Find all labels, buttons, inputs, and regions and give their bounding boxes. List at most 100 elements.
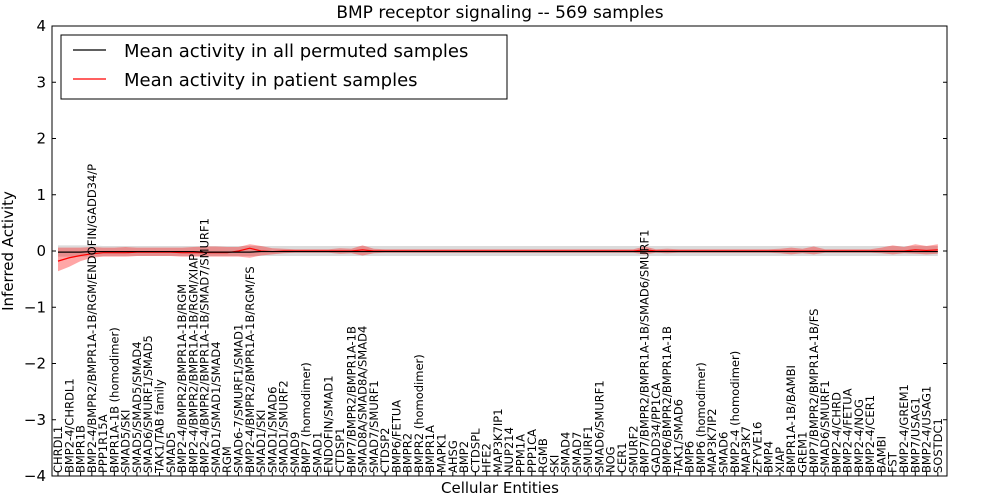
- x-category-label: BMP4: [762, 441, 776, 473]
- x-category-label: SMAD5/SMAD5/SMAD4: [130, 341, 144, 473]
- x-category-label: RGM: [220, 446, 234, 473]
- x-category-label: SMURF2: [626, 425, 640, 473]
- x-category-label: SMAD7: [570, 432, 584, 473]
- x-category-label: SMURF1: [581, 425, 595, 473]
- x-category-label: BMP2-4/BMPR2/BMPR1A-1B/SMAD7/SMURF1: [198, 218, 212, 473]
- y-tick-label: 3: [36, 73, 46, 91]
- x-category-label: PPM1A: [513, 434, 527, 473]
- x-category-label: PPP1R15A: [96, 414, 110, 473]
- x-category-label: BAMBI: [874, 436, 888, 473]
- x-category-label: BMP2-4 (homodimer): [728, 351, 742, 473]
- x-category-label: MAP3K7IP2: [705, 408, 719, 473]
- legend-label-permuted: Mean activity in all permuted samples: [124, 41, 468, 62]
- x-category-label: BMP7/BMPR2/BMPR1A-1B: [344, 326, 358, 473]
- x-category-label: BMPR1A: [423, 425, 437, 473]
- x-category-label: BMP2: [457, 441, 471, 473]
- y-axis: 4 3 2 1 0 −1 −2 −3 −4: [24, 17, 947, 485]
- x-category-label: SMAD8A/SMAD8A/SMAD4: [356, 326, 370, 473]
- x-category-label: BMP2-4/NOG: [852, 399, 866, 473]
- y-tick-label: 0: [36, 242, 46, 260]
- x-category-label: GADD34/PP1CA: [649, 383, 663, 473]
- x-category-label: SMAD4: [559, 432, 573, 473]
- x-category-label: SMAD1/SMAD1/SMAD4: [209, 341, 223, 473]
- x-category-label: SMAD6/SMURF1/SMAD5: [141, 335, 155, 473]
- x-category-label: SKI: [547, 455, 561, 473]
- x-category-label: BMPR1A-1B/BAMBI: [784, 365, 798, 473]
- x-category-label: BMP2-4/USAG1: [920, 386, 934, 473]
- x-category-label: PPP1CA: [525, 429, 539, 473]
- x-category-label: NOG: [604, 446, 618, 473]
- x-category-label: XIAP: [773, 447, 787, 473]
- y-tick-label: 4: [36, 17, 46, 35]
- legend: Mean activity in all permuted samples Me…: [60, 34, 508, 100]
- x-category-label: MAPK1: [435, 433, 449, 473]
- legend-label-patient: Mean activity in patient samples: [124, 70, 418, 91]
- chart-title: BMP receptor signaling -- 569 samples: [336, 3, 663, 23]
- y-tick-label: 2: [36, 130, 46, 148]
- x-category-label: BMP2-4/CHRD: [829, 392, 843, 473]
- x-category-label: SMAD1/SKI: [254, 410, 268, 473]
- x-category-label: FST: [886, 451, 900, 473]
- series-lines: [57, 247, 938, 262]
- x-category-label: BMP2-4/BMPR2/BMPR1A-1B/RGM/FS: [243, 266, 257, 473]
- x-category-label: BMP6/BMPR2/BMPR1A-1B: [660, 326, 674, 473]
- x-category-label: BMP2-4/CHRDL1: [62, 378, 76, 473]
- y-tick-label: 1: [36, 186, 46, 204]
- x-category-label: BMP7/BMPR2/BMPR1A-1B/FS: [807, 309, 821, 473]
- x-category-label: BMP6: [683, 441, 697, 473]
- x-category-label: SOSTDC1: [931, 418, 945, 473]
- x-category-label: SMAD1/SMAD6: [265, 387, 279, 473]
- x-category-label: SMAD1/SMURF2: [277, 380, 291, 473]
- x-category-label: BMP2-4/BMPR2/BMPR1A-1B/RGM/XIAP: [186, 254, 200, 473]
- x-category-label: CTDSP1: [333, 428, 347, 473]
- x-axis-title: Cellular Entities: [441, 479, 559, 497]
- x-category-label: BMP2-4/BMPR2/BMPR1A-1B/RGM/ENDOFIN/GADD3…: [85, 164, 99, 473]
- x-category-label: BMP7/USAG1: [908, 397, 922, 473]
- x-axis-category-labels: CHRDL1BMP2-4/CHRDL1BMPR1BBMP2-4/BMPR2/BM…: [51, 164, 945, 474]
- x-category-label: BMP2-4/BMPR2/BMPR1A-1B/RGM: [175, 284, 189, 473]
- x-category-label: NUP214: [502, 427, 516, 473]
- x-category-label: CER1: [615, 442, 629, 473]
- x-category-label: BMP2-4/CER1: [863, 395, 877, 473]
- x-category-label: HFE2: [480, 443, 494, 473]
- x-category-label: SMAD1: [310, 432, 324, 473]
- y-tick-label: −2: [24, 355, 46, 373]
- x-category-label: GREM1: [795, 432, 809, 473]
- x-category-label: SMAD6/SMURF1: [592, 380, 606, 473]
- x-category-label: BMP7/BMPR2/BMPR1A-1B/SMAD6/SMURF1: [638, 230, 652, 473]
- x-category-label: SMAD6-7/SMURF1/SMAD1: [231, 324, 245, 473]
- x-category-label: BMP2-4/FETUA: [841, 388, 855, 473]
- x-category-label: BMPR1B: [74, 425, 88, 473]
- x-category-label: CHRDL1: [51, 426, 65, 473]
- x-category-label: AHSG: [446, 440, 460, 473]
- y-tick-label: −3: [24, 411, 46, 429]
- x-category-label: SMAD7/SMURF1: [367, 380, 381, 473]
- y-axis-title: Inferred Activity: [0, 191, 17, 311]
- x-category-label: BMPR2: [401, 433, 415, 473]
- legend-box: [60, 34, 508, 100]
- y-tick-label: −1: [24, 298, 46, 316]
- x-category-label: BMP6/FETUA: [389, 400, 403, 473]
- x-category-label: BMPR1A-1B (homodimer): [107, 327, 121, 473]
- x-axis-ticks: [57, 472, 939, 476]
- x-category-label: SMAD5: [164, 432, 178, 473]
- x-category-label: RGMB: [536, 438, 550, 473]
- x-category-label: TAK1/SMAD6: [671, 399, 685, 474]
- x-category-label: BMP6 (homodimer): [694, 362, 708, 473]
- x-category-label: SMAD6: [717, 432, 731, 473]
- x-category-label: CTDSPL: [468, 428, 482, 473]
- x-category-label: CTDSP2: [378, 428, 392, 473]
- x-category-label: MAP3K7IP1: [491, 408, 505, 473]
- x-category-label: SMAD6/SMURF1: [818, 380, 832, 473]
- y-tick-label: −4: [24, 467, 46, 485]
- series-line-permuted: [58, 250, 938, 253]
- x-category-label: BMP2-4/GREM1: [897, 384, 911, 473]
- x-category-label: ZFYVE16: [750, 422, 764, 473]
- x-category-label: BMP7 (homodimer): [299, 362, 313, 473]
- x-category-label: BMPR2 (homodimer): [412, 354, 426, 473]
- x-category-label: ENDOFIN/SMAD1: [322, 375, 336, 473]
- x-category-label: MAP3K7: [739, 426, 753, 473]
- x-category-label: SMAD5/SKI: [119, 410, 133, 473]
- x-category-label: SMAD9: [288, 432, 302, 473]
